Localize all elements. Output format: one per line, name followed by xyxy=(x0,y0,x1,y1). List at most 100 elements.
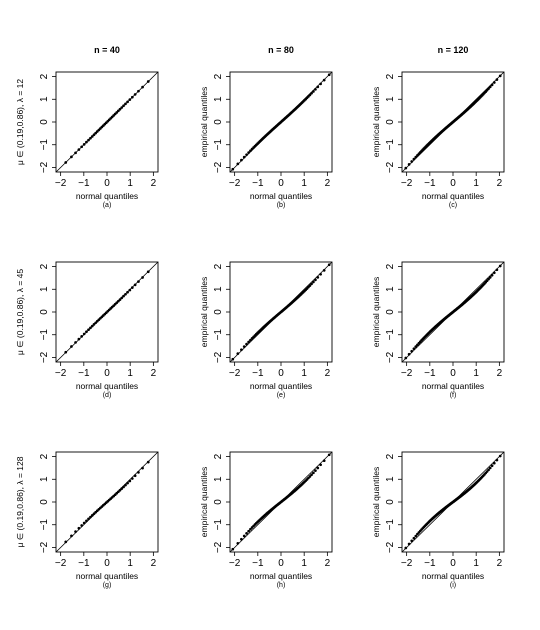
x-axis-label: normal quantiles xyxy=(422,381,484,391)
data-point xyxy=(124,102,127,106)
data-point xyxy=(495,458,499,462)
data-point xyxy=(316,466,320,470)
data-point xyxy=(400,362,403,365)
data-point xyxy=(122,104,125,108)
qq-panel: −2 −1 0 1 2 2 1 0 −1 −2 normal quantiles(b) empiric… xyxy=(199,71,333,209)
data-point xyxy=(308,93,312,97)
x-tick-label: 0 xyxy=(104,368,110,379)
x-tick-label: 0 xyxy=(450,558,456,569)
data-point xyxy=(312,471,315,475)
data-point xyxy=(77,337,81,341)
data-point xyxy=(74,151,77,155)
data-point xyxy=(495,268,499,272)
data-point xyxy=(495,78,499,81)
x-tick-label: 2 xyxy=(497,558,503,569)
data-point xyxy=(85,330,88,334)
y-tick-label: −2 xyxy=(385,161,396,173)
x-tick-label: −2 xyxy=(401,178,413,189)
x-tick-label: 2 xyxy=(497,178,503,189)
data-point xyxy=(90,324,94,328)
data-point xyxy=(130,477,134,480)
data-point xyxy=(130,286,134,289)
data-point xyxy=(137,280,140,283)
data-point xyxy=(492,461,496,465)
data-point xyxy=(312,90,315,93)
x-tick-label: −1 xyxy=(78,178,90,189)
x-tick-label: −2 xyxy=(401,368,413,379)
data-point xyxy=(249,338,252,342)
y-tick-label: 1 xyxy=(39,286,50,292)
y-tick-label: 2 xyxy=(385,453,396,459)
x-tick-label: 0 xyxy=(104,178,110,189)
data-point xyxy=(126,481,129,485)
data-point xyxy=(308,284,312,287)
data-point xyxy=(133,283,137,287)
data-point xyxy=(116,109,120,113)
y-tick-label: 0 xyxy=(213,499,224,505)
panel-label: (c) xyxy=(449,202,457,209)
x-tick-label: −2 xyxy=(229,558,241,569)
data-point xyxy=(316,85,320,89)
y-tick-label: −2 xyxy=(213,541,224,553)
data-point xyxy=(90,135,94,138)
panel-label: (i) xyxy=(450,582,456,589)
data-point xyxy=(87,517,90,521)
qq-panel: −2 −1 0 1 2 2 1 0 −1 −2 normal quantiles(a) μ ∈ (0.… xyxy=(15,71,159,209)
x-axis-label: normal quantiles xyxy=(250,381,312,391)
data-point xyxy=(247,151,250,154)
data-point xyxy=(249,149,252,153)
data-point xyxy=(128,98,132,101)
data-point xyxy=(231,357,235,361)
y-tick-label: −2 xyxy=(213,351,224,363)
panel-label: (a) xyxy=(103,202,112,209)
data-point xyxy=(404,356,408,360)
data-point xyxy=(338,442,341,445)
y-axis-label: empirical quantiles xyxy=(371,87,381,157)
data-point xyxy=(322,78,326,82)
y-tick-label: 0 xyxy=(213,119,224,125)
column-title: n = 120 xyxy=(438,45,469,55)
data-point xyxy=(122,294,125,298)
x-tick-label: 0 xyxy=(278,368,284,379)
qq-panel: −2 −1 0 1 2 2 1 0 −1 −2 normal quantiles(i) empiric… xyxy=(371,451,505,589)
x-axis-label: normal quantiles xyxy=(76,571,138,581)
x-tick-label: −1 xyxy=(78,368,90,379)
data-point xyxy=(487,277,490,281)
y-tick-label: 0 xyxy=(213,309,224,315)
data-point xyxy=(82,143,86,146)
y-tick-label: 1 xyxy=(385,96,396,102)
data-point xyxy=(407,352,411,356)
data-point xyxy=(412,157,416,161)
data-point xyxy=(487,468,490,472)
data-point xyxy=(314,87,317,91)
x-tick-label: −2 xyxy=(55,558,67,569)
x-tick-label: −2 xyxy=(229,368,241,379)
y-tick-label: −1 xyxy=(39,519,50,531)
data-point xyxy=(77,526,81,530)
data-point xyxy=(90,513,94,517)
x-tick-label: −1 xyxy=(424,368,436,379)
x-tick-label: −1 xyxy=(424,178,436,189)
data-point xyxy=(414,155,418,159)
data-point xyxy=(316,276,320,279)
data-point xyxy=(310,91,313,95)
data-point xyxy=(490,273,494,277)
x-tick-label: −1 xyxy=(424,558,436,569)
row-label: μ ∈ (0.19,0.86), λ = 45 xyxy=(15,269,25,356)
data-point xyxy=(89,326,92,330)
data-point xyxy=(410,539,414,543)
data-point xyxy=(236,352,240,355)
data-point xyxy=(118,488,122,492)
data-point xyxy=(70,534,73,538)
data-point xyxy=(412,536,416,540)
data-point xyxy=(312,280,315,284)
y-tick-label: 1 xyxy=(39,96,50,102)
y-tick-label: 2 xyxy=(213,263,224,269)
data-point xyxy=(74,530,77,533)
x-tick-label: 0 xyxy=(450,178,456,189)
data-point xyxy=(80,145,84,149)
y-tick-label: 0 xyxy=(39,499,50,505)
y-tick-label: −2 xyxy=(39,351,50,363)
data-point xyxy=(410,160,414,163)
data-point xyxy=(130,95,134,99)
